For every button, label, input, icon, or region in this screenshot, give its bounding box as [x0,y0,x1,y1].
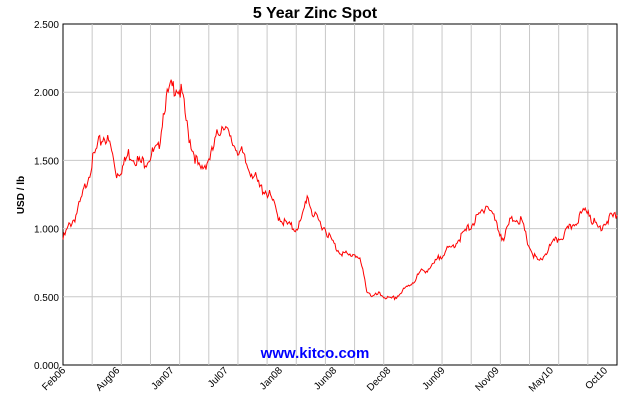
grid-lines [63,24,617,365]
y-tick-label: 0.500 [34,293,59,304]
x-axis-ticks: Feb06 Aug06 Jan07 Jul07 Jan08 Jun08 Dec08 Jun09… [40,365,610,394]
y-axis-ticks: 0.000 0.500 1.000 1.500 2.000 2.500 [34,20,59,372]
x-tick-label: Jun08 [312,365,339,392]
chart-title: 5 Year Zinc Spot [253,5,378,22]
x-tick-label: Jun09 [420,365,447,392]
x-tick-label: Dec08 [365,365,394,394]
x-tick-label: Jan07 [149,365,176,392]
plot-area [62,23,618,366]
y-tick-label: 1.000 [34,225,59,236]
x-tick-label: Jan08 [258,365,285,392]
x-tick-label: May10 [527,365,556,394]
x-tick-label: Aug06 [94,365,123,394]
y-tick-label: 1.500 [34,156,59,167]
x-tick-label: Nov09 [474,365,503,394]
y-tick-label: 2.500 [34,20,59,31]
y-tick-label: 0.000 [34,361,59,372]
series-line [62,79,618,301]
x-tick-label: Oct10 [583,365,610,392]
y-axis-label: USD / lb [16,176,27,214]
y-tick-label: 2.000 [34,88,59,99]
watermark-text: www.kitco.com [260,345,370,362]
x-tick-label: Jul07 [206,365,231,390]
